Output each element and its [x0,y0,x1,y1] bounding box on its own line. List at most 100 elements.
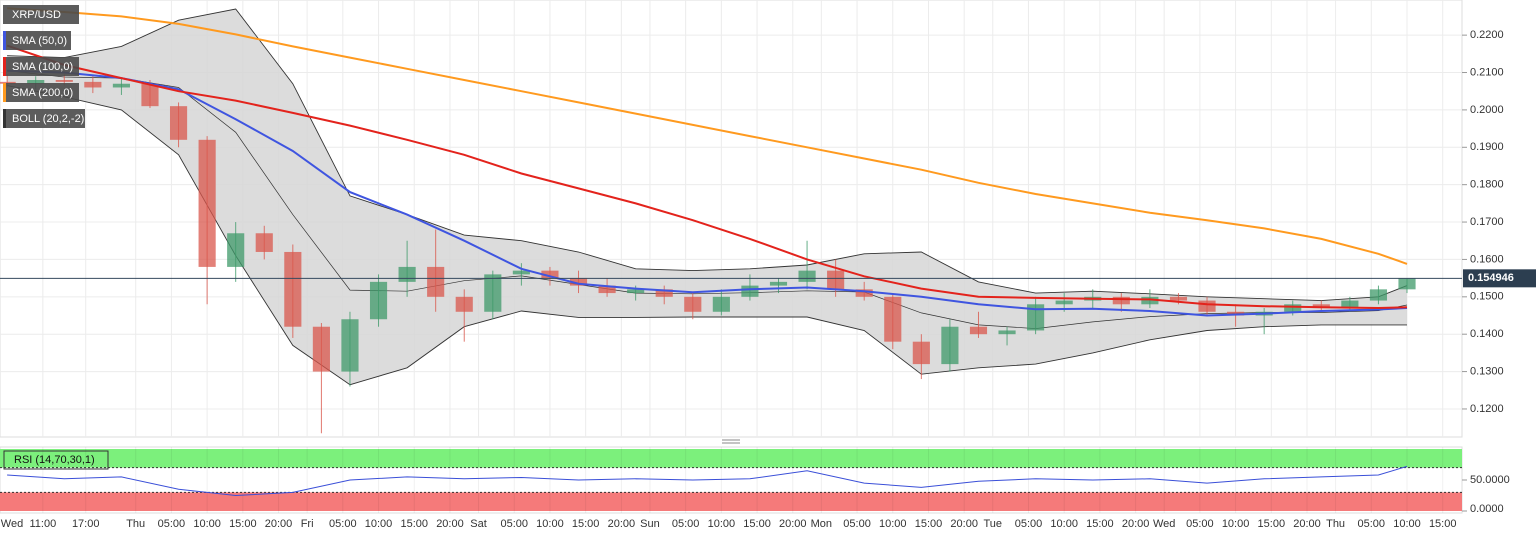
candle-body [484,274,502,312]
overbought-band [0,449,1462,468]
y-tick-label: 0.2100 [1470,66,1504,78]
x-tick-label: 15:00 [915,518,943,530]
candle-body [169,106,188,140]
x-tick-label: 05:00 [1015,518,1043,530]
x-tick-label: 20:00 [1293,518,1321,530]
candle-body [541,270,559,279]
x-tick-label: 20:00 [950,518,978,530]
legend-swatch [3,83,6,102]
y-tick-label: 0.2000 [1470,104,1504,116]
x-tick-label: Tue [983,518,1002,530]
candle-body [1312,304,1330,309]
legend-label: BOLL (20,2,-2) [12,113,84,125]
legend-box [3,450,109,470]
candle-body [141,83,159,107]
candle-body [312,326,330,372]
x-tick-label: Wed [1,518,23,530]
x-tick-label: 05:00 [158,518,186,530]
candle-body [284,251,302,327]
y-tick-label: 0.1200 [1470,403,1504,415]
candle-body [27,79,45,84]
candle-body [998,330,1016,335]
candle-body [341,319,359,372]
candle-body [398,266,416,282]
candle-body [741,285,759,297]
x-tick-label: 15:00 [1429,518,1457,530]
y-tick-label: 0.1300 [1470,365,1504,377]
oversold-band [0,492,1462,511]
x-tick-label: 05:00 [1358,518,1386,530]
y-tick-label: 0.1500 [1470,291,1504,303]
sma-line [7,69,1408,317]
x-tick-label: 10:00 [365,518,393,530]
legend-label: XRP/USD [12,9,61,21]
legend-label: RSI (14,70,30,1) [14,454,95,466]
candle-body [369,281,388,320]
candle-body [427,266,445,297]
candle-body [912,341,930,365]
x-tick-label: 05:00 [672,518,700,530]
candle-body [569,278,588,286]
candle-body [1398,278,1416,290]
candle-body [769,281,788,286]
candle-body [655,289,673,297]
x-tick-label: 15:00 [1258,518,1286,530]
y-tick-label: 0.1800 [1470,179,1504,191]
x-tick-label: 10:00 [708,518,736,530]
x-tick-label: 05:00 [1186,518,1214,530]
legend-box [3,31,71,50]
x-tick-label: 20:00 [779,518,807,530]
y-tick-label: 0.1900 [1470,141,1504,153]
candle-body [255,233,273,252]
last-price-box [1463,269,1536,288]
legend-box [3,5,79,24]
candle-body [684,296,702,312]
x-tick-label: 10:00 [879,518,907,530]
x-tick-label: 15:00 [572,518,600,530]
candle-body [512,270,530,275]
candle-body [855,289,873,297]
x-tick-label: 17:00 [72,518,100,530]
x-tick-label: 20:00 [1122,518,1150,530]
legend-swatch [3,31,6,50]
legend-swatch [3,109,6,128]
x-tick-label: 05:00 [500,518,528,530]
x-tick-label: Sat [470,518,487,530]
candle-body [1141,296,1159,305]
candle-body [1112,296,1130,305]
candle-body [1055,300,1073,305]
candle-body [827,270,845,290]
y-tick-label: 0.2200 [1470,29,1504,41]
x-tick-label: 11:00 [29,518,56,530]
candle-body [0,81,16,84]
candle-body [112,83,130,88]
y-tick-label: 0.1700 [1470,216,1504,228]
x-tick-label: Mon [811,518,832,530]
x-tick-label: 20:00 [265,518,293,530]
candle-body [798,270,816,282]
candle-body [1027,304,1045,331]
candle-body [84,81,102,88]
candle-body [1369,289,1388,301]
y-tick-label: 0.1600 [1470,253,1504,265]
x-tick-label: 15:00 [1086,518,1114,530]
rsi-line [7,465,1408,497]
sma-line [6,44,1408,310]
x-tick-label: Sun [640,518,660,530]
boll-upper [7,8,1408,302]
y-tick-label: 0.0000 [1470,503,1504,515]
legend-box [3,109,85,128]
x-tick-label: 05:00 [843,518,871,530]
x-tick-label: 20:00 [436,518,464,530]
candle-body [884,296,902,342]
x-tick-label: 05:00 [329,518,357,530]
candle-body [1169,296,1188,301]
x-tick-label: 10:00 [1393,518,1421,530]
legend-label: SMA (50,0) [12,35,67,47]
x-tick-label: 15:00 [743,518,771,530]
candle-body [969,326,988,335]
x-tick-label: 10:00 [1050,518,1078,530]
candle-body [455,296,473,312]
